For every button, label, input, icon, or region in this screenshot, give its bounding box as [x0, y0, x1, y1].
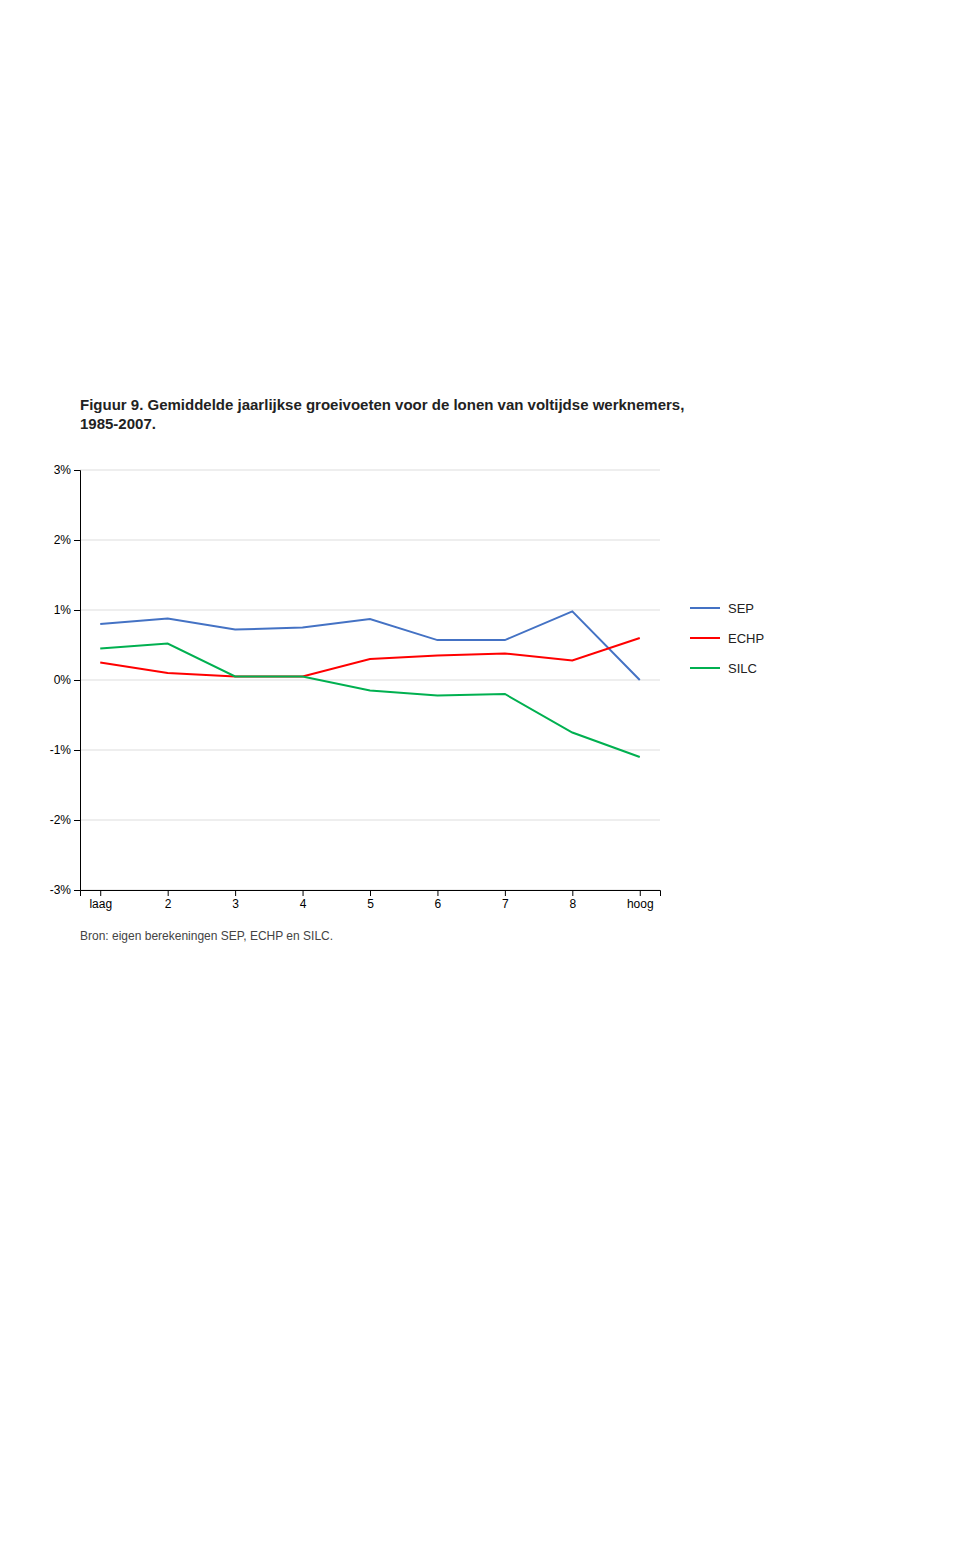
x-tick-mark: [437, 890, 438, 896]
legend-label: ECHP: [728, 631, 764, 646]
title-line: 1985-2007.: [80, 415, 156, 432]
y-tick-label: 2%: [54, 533, 72, 547]
lines: [100, 611, 640, 757]
grid-line: [80, 750, 660, 751]
legend-label: SILC: [728, 661, 757, 676]
legend-item: ECHP: [690, 631, 764, 646]
x-tick-label: 7: [502, 897, 509, 911]
y-tick-label: 3%: [54, 463, 72, 477]
x-tick: laag: [89, 890, 112, 911]
y-tick-mark: [74, 610, 80, 611]
title: Figuur 9. Gemiddelde jaarlijkse groeivoe…: [80, 396, 684, 432]
y-tick-label: -3%: [50, 883, 72, 897]
legend: SEP ECHP SILC: [690, 601, 764, 676]
grid-line: [80, 820, 660, 821]
x-tick-label: 5: [367, 897, 374, 911]
y-tick-label: -1%: [50, 743, 72, 757]
x-tick: hoog: [627, 890, 654, 911]
y-tick: 1%: [54, 603, 80, 617]
x-axis-line: [81, 891, 661, 897]
grid-line: [80, 680, 660, 681]
y-tick-label: 0%: [54, 673, 72, 687]
x-tick-mark: [235, 890, 236, 896]
y-tick: 3%: [54, 463, 80, 477]
x-tick-label: 3: [232, 897, 239, 911]
x-tick: 3: [232, 890, 239, 911]
y-axis: -3% -2% -1% 0% 1% 2% 3%: [50, 463, 81, 897]
x-tick-mark: [303, 890, 304, 896]
x-tick-label: 2: [165, 897, 172, 911]
legend-label: SEP: [728, 601, 754, 616]
y-tick: -2%: [50, 813, 80, 827]
plot-area: -3% -2% -1% 0% 1% 2% 3% laag 2 3 4 5 6 7 8 hoog: [50, 463, 661, 910]
x-tick-mark: [640, 890, 641, 896]
x-tick-mark: [370, 890, 371, 896]
y-axis-line: [74, 471, 81, 891]
y-tick: 2%: [54, 533, 80, 547]
y-tick: 0%: [54, 673, 80, 687]
x-tick: 6: [435, 890, 442, 911]
grid: [80, 470, 660, 890]
x-tick-label: 6: [435, 897, 442, 911]
footnote: Bron: eigen berekeningen SEP, ECHP en SI…: [80, 929, 333, 943]
x-tick: 8: [569, 890, 576, 911]
y-tick-mark: [74, 680, 80, 681]
x-axis: laag 2 3 4 5 6 7 8 hoog: [81, 890, 661, 911]
grid-line: [80, 470, 660, 471]
y-tick: -1%: [50, 743, 80, 757]
x-tick: 5: [367, 890, 374, 911]
chart: Figuur 9. Gemiddelde jaarlijkse groeivoe…: [0, 0, 960, 1545]
x-tick-mark: [505, 890, 506, 896]
x-tick-label: laag: [89, 897, 112, 911]
legend-swatch: [690, 637, 720, 639]
x-tick-mark: [572, 890, 573, 896]
x-tick-mark: [100, 890, 101, 896]
series-line: [100, 644, 640, 757]
x-tick-label: 4: [300, 897, 307, 911]
y-tick-mark: [74, 540, 80, 541]
series-line: [100, 638, 640, 677]
y-tick-label: 1%: [54, 603, 72, 617]
x-tick-mark: [168, 890, 169, 896]
x-tick-label: hoog: [627, 897, 654, 911]
x-tick: 2: [165, 890, 172, 911]
grid-line: [80, 610, 660, 611]
y-tick-label: -2%: [50, 813, 72, 827]
grid-line: [80, 540, 660, 541]
x-tick: 4: [300, 890, 307, 911]
legend-item: SILC: [690, 661, 757, 676]
y-tick-mark: [74, 470, 80, 471]
legend-item: SEP: [690, 601, 754, 616]
y-tick-mark: [74, 750, 80, 751]
title-line: Figuur 9. Gemiddelde jaarlijkse groeivoe…: [80, 396, 684, 413]
y-tick: -3%: [50, 883, 80, 897]
series-line: [100, 611, 640, 680]
x-tick: 7: [502, 890, 509, 911]
legend-swatch: [690, 667, 720, 669]
legend-swatch: [690, 607, 720, 609]
y-tick-mark: [74, 890, 80, 891]
y-tick-mark: [74, 820, 80, 821]
x-tick-label: 8: [569, 897, 576, 911]
